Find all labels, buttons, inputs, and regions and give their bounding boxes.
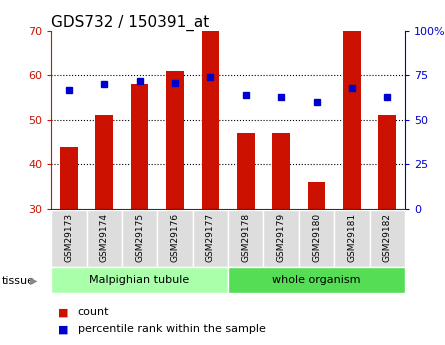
Bar: [299, 210, 334, 267]
Text: GSM29173: GSM29173: [65, 213, 73, 263]
Text: ▶: ▶: [30, 276, 38, 286]
Text: GSM29182: GSM29182: [383, 213, 392, 262]
Text: GSM29178: GSM29178: [241, 213, 250, 263]
Bar: [369, 210, 405, 267]
Text: GSM29181: GSM29181: [348, 213, 356, 263]
Bar: [228, 210, 263, 267]
Bar: [343, 31, 361, 209]
Bar: [193, 210, 228, 267]
Bar: [166, 71, 184, 209]
Bar: [263, 210, 299, 267]
Text: ■: ■: [58, 307, 69, 317]
Bar: [307, 182, 325, 209]
Bar: [158, 210, 193, 267]
Bar: [202, 31, 219, 209]
Bar: [51, 210, 87, 267]
Text: GSM29175: GSM29175: [135, 213, 144, 263]
Bar: [237, 133, 255, 209]
Bar: [122, 210, 158, 267]
Text: whole organism: whole organism: [272, 275, 361, 285]
Text: GDS732 / 150391_at: GDS732 / 150391_at: [51, 15, 210, 31]
Text: GSM29177: GSM29177: [206, 213, 215, 263]
Text: GSM29179: GSM29179: [277, 213, 286, 263]
Bar: [378, 116, 396, 209]
Text: ■: ■: [58, 325, 69, 334]
Bar: [131, 85, 149, 209]
Text: Malpighian tubule: Malpighian tubule: [89, 275, 190, 285]
Bar: [60, 147, 78, 209]
Text: count: count: [78, 307, 109, 317]
Bar: [51, 267, 228, 293]
Bar: [87, 210, 122, 267]
Text: percentile rank within the sample: percentile rank within the sample: [78, 325, 266, 334]
Text: tissue: tissue: [2, 276, 35, 286]
Text: GSM29180: GSM29180: [312, 213, 321, 263]
Bar: [334, 210, 369, 267]
Bar: [95, 116, 113, 209]
Text: GSM29176: GSM29176: [170, 213, 179, 263]
Bar: [272, 133, 290, 209]
Bar: [228, 267, 405, 293]
Text: GSM29174: GSM29174: [100, 213, 109, 262]
